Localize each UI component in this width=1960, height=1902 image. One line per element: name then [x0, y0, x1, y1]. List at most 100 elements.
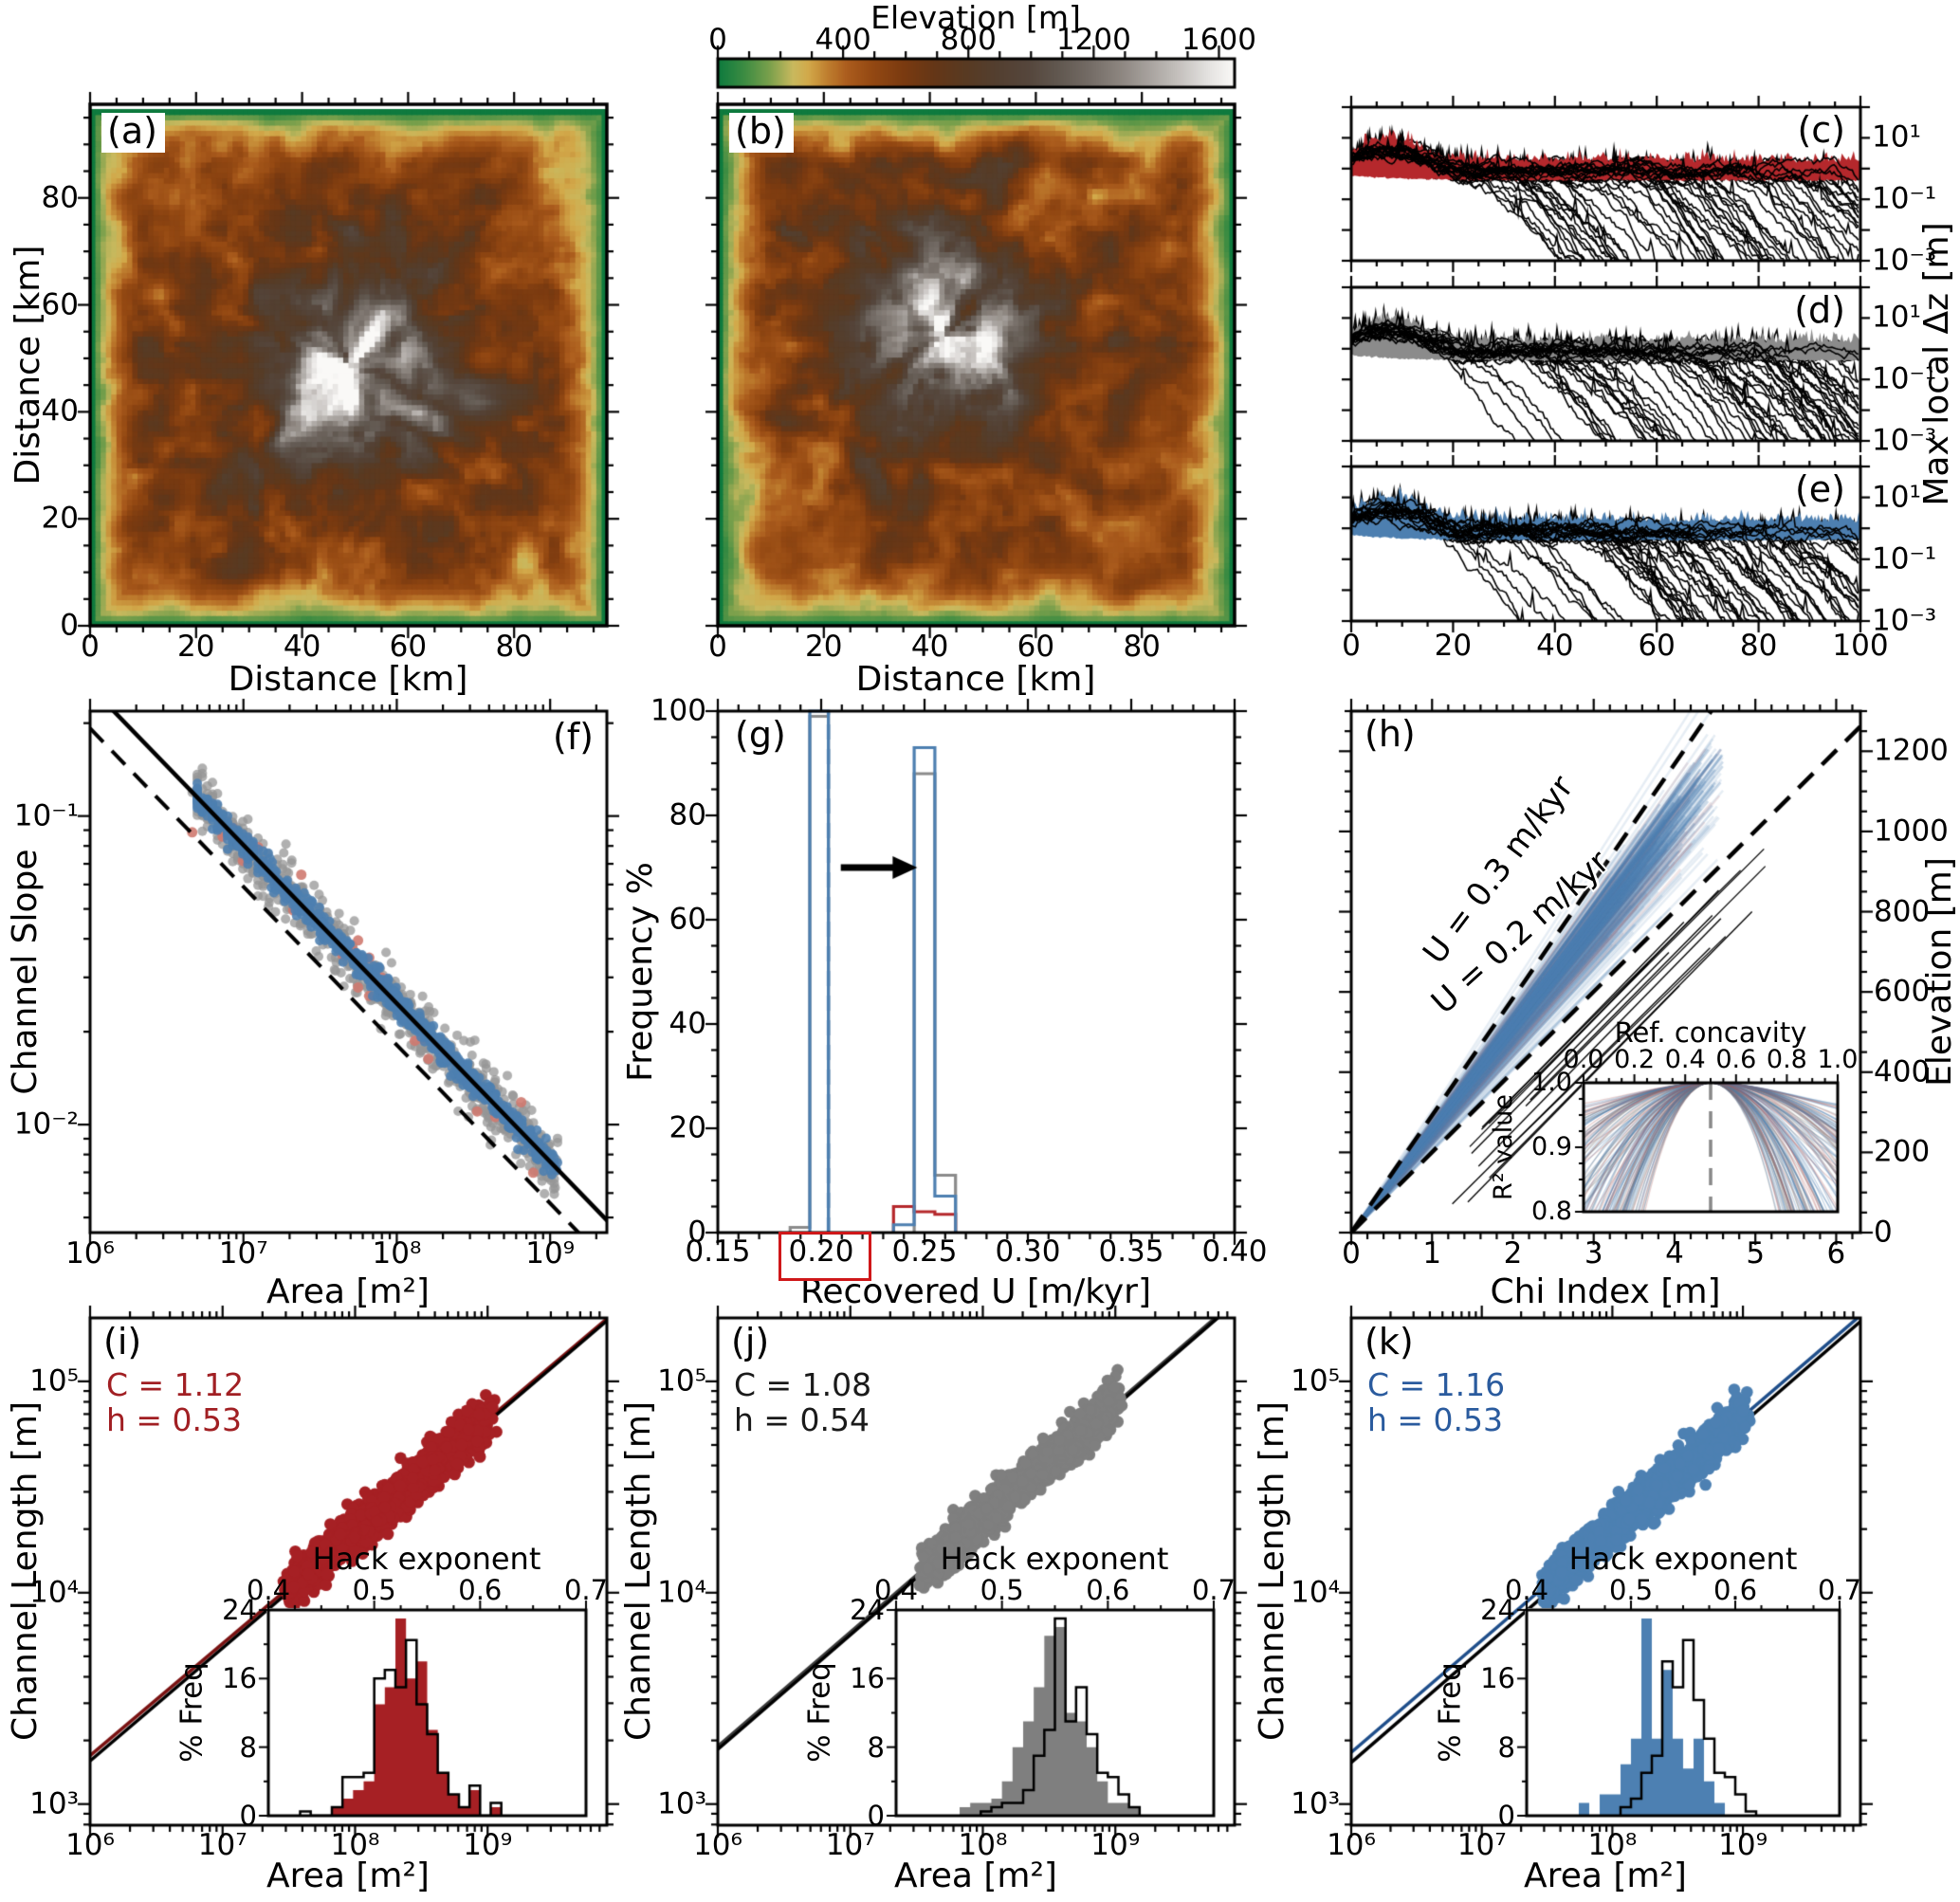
tick-label: 0.35	[1098, 1234, 1164, 1269]
panel-h-label: (h)	[1365, 713, 1416, 755]
tick-label: 0.40	[1201, 1234, 1268, 1269]
tick-label: 60	[389, 630, 428, 664]
tick-label: 6	[1826, 1236, 1846, 1271]
inset-tick-label: 0.7	[1817, 1574, 1862, 1606]
panel-f-y-title: Channel Slope	[6, 849, 46, 1095]
tick-label: 0.25	[891, 1234, 958, 1269]
tick-label: 600	[1874, 974, 1931, 1009]
tick-label: 10⁵	[1291, 1363, 1340, 1399]
tick-label: 80	[1739, 629, 1778, 663]
inset-tick-label: 16	[222, 1662, 257, 1695]
tick-label: 60	[41, 287, 79, 322]
tick-label: 1200	[1874, 734, 1949, 769]
panel-d-label: (d)	[1794, 289, 1845, 331]
tick-label: 0.15	[685, 1234, 751, 1269]
tick-label: 10⁸	[958, 1828, 1008, 1862]
tick-label: 80	[1123, 630, 1161, 664]
inset-tick-label: 0.5	[1608, 1574, 1654, 1606]
panel-f-label: (f)	[552, 716, 594, 758]
tick-label: 3	[1584, 1236, 1603, 1271]
tick-label: 60	[1638, 629, 1676, 663]
h-inset-y-title: R² value	[1488, 1094, 1518, 1200]
tick-label: 1	[1422, 1236, 1442, 1271]
colorbar-tick-label: 0	[708, 23, 727, 57]
inset-tick-label: 1.0	[1531, 1067, 1572, 1097]
inset-tick-label: 8	[1497, 1730, 1515, 1764]
panel-i-label: (i)	[103, 1321, 142, 1362]
panel-i-annotation-h: h = 0.53	[106, 1401, 243, 1438]
inset-tick-label: 0.5	[352, 1574, 396, 1606]
tick-label: 10⁵	[657, 1363, 706, 1399]
tick-label: 40	[41, 394, 79, 430]
tick-label: 40	[1536, 629, 1574, 663]
tick-label: 10⁷	[1456, 1828, 1507, 1862]
panel-b-x-title: Distance [km]	[855, 660, 1096, 699]
colorbar-tick-label: 400	[815, 23, 871, 57]
tick-label: 40	[283, 630, 321, 664]
tick-label: 10⁹	[525, 1236, 576, 1271]
panel-e-label: (e)	[1794, 468, 1845, 510]
panel-j-y-title: Channel Length [m]	[619, 1400, 659, 1742]
tick-label: 4	[1665, 1236, 1684, 1271]
tick-label: 10⁷	[197, 1828, 247, 1862]
tick-label: 10⁷	[218, 1236, 268, 1271]
inset-tick-label: 0	[239, 1799, 257, 1832]
tick-label: 10¹	[1872, 301, 1921, 336]
tick-label: 80	[669, 797, 706, 832]
tick-label: 80	[41, 180, 79, 215]
inset-tick-label: 1.0	[1817, 1045, 1859, 1074]
tick-label: 0	[81, 630, 100, 664]
panel-k-annotation-h: h = 0.53	[1367, 1401, 1504, 1438]
tick-label: 10³	[657, 1786, 706, 1821]
inset-tick-label: 24	[1480, 1593, 1515, 1626]
tick-label: 10⁻¹	[13, 798, 79, 833]
inset-tick-label: 0.7	[1191, 1574, 1236, 1606]
colorbar-tick-label: 800	[940, 23, 997, 57]
tick-label: 0	[708, 630, 727, 664]
inset-tick-label: 0.0	[1563, 1045, 1604, 1074]
inset-tick-label: 8	[867, 1730, 885, 1764]
panel-i-x-title: Area [m²]	[266, 1856, 430, 1895]
tick-label: 10⁻¹	[1872, 541, 1937, 576]
panel-a-label: (a)	[101, 112, 165, 153]
j-inset-x-title: Hack exponent	[940, 1541, 1169, 1577]
inset-tick-label: 0.6	[1715, 1045, 1757, 1074]
inset-tick-label: 0.8	[1766, 1045, 1807, 1074]
inset-tick-label: 24	[222, 1593, 257, 1626]
tick-label: 10⁶	[693, 1828, 742, 1862]
colorbar-tick-label: 1200	[1055, 23, 1131, 57]
tick-label: 10⁻¹	[1872, 361, 1937, 396]
tick-label: 10⁹	[1090, 1828, 1141, 1862]
inset-tick-label: 0.4	[246, 1574, 291, 1606]
inset-tick-label: 0.9	[1531, 1131, 1572, 1161]
inset-tick-label: 0	[1497, 1799, 1515, 1832]
tick-label: 10⁸	[372, 1236, 422, 1271]
panel-f-x-title: Area [m²]	[266, 1272, 430, 1311]
k-inset-y-title: % Freq	[1433, 1662, 1468, 1763]
panel-a-x-title: Distance [km]	[228, 660, 468, 699]
inset-tick-label: 16	[1480, 1662, 1515, 1695]
panel-i-annotation-C: C = 1.12	[106, 1366, 245, 1403]
tick-label: 10⁻²	[13, 1106, 79, 1142]
tick-label: 0	[1342, 1236, 1361, 1271]
panel-k-x-title: Area [m²]	[1524, 1856, 1687, 1895]
tick-label: 10⁶	[65, 1236, 115, 1271]
tick-label: 10⁻³	[1872, 243, 1937, 278]
inset-tick-label: 0	[867, 1799, 885, 1832]
inset-tick-label: 0.8	[1531, 1196, 1572, 1226]
tick-label: 10⁸	[330, 1828, 380, 1862]
tick-label: 100	[650, 693, 706, 728]
tick-label: 10¹	[1872, 480, 1921, 515]
inset-tick-label: 0.4	[1504, 1574, 1549, 1606]
inset-tick-label: 0.4	[873, 1574, 919, 1606]
inset-tick-label: 0.6	[1713, 1574, 1758, 1606]
tick-label: 10⁻¹	[1872, 181, 1937, 216]
tick-label: 800	[1874, 894, 1931, 929]
colorbar-tick-label: 1600	[1181, 23, 1256, 57]
panel-c-label: (c)	[1797, 109, 1845, 151]
tick-label: 20	[177, 630, 215, 664]
panel-i-y-title: Channel Length [m]	[6, 1400, 46, 1742]
tick-label: 10¹	[1872, 120, 1921, 155]
tick-label: 20	[669, 1110, 706, 1145]
